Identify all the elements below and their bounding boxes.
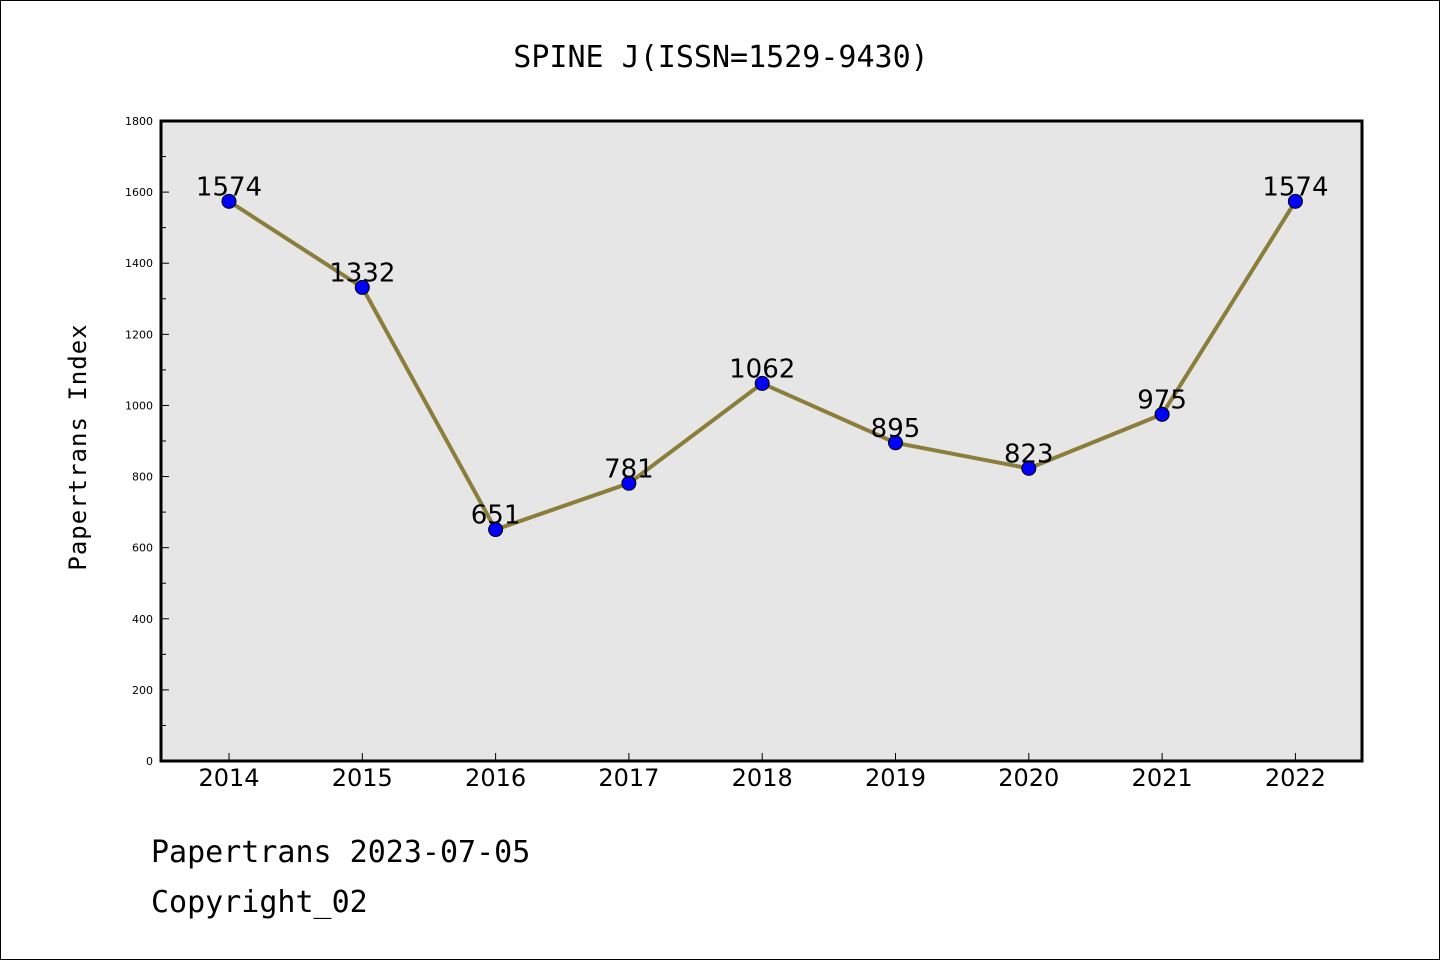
data-label: 651	[471, 501, 521, 531]
data-label: 1062	[729, 354, 795, 384]
y-tick-label: 1200	[125, 328, 153, 341]
x-tick-label: 2016	[465, 764, 526, 792]
data-label: 781	[604, 454, 654, 484]
data-point	[1287, 193, 1303, 209]
data-point	[488, 522, 504, 538]
data-label: 823	[1004, 439, 1054, 469]
x-tick-label: 2022	[1265, 764, 1326, 792]
plot-border	[159, 119, 1364, 763]
y-tick-label: 1600	[125, 186, 153, 199]
data-label: 895	[871, 414, 921, 444]
data-point	[354, 279, 370, 295]
x-tick-label: 2014	[198, 764, 259, 792]
y-tick-label: 1800	[125, 115, 153, 128]
y-axis-label: Papertrans Index	[64, 323, 92, 570]
plot-area	[161, 121, 1362, 761]
x-tick-label: 2017	[598, 764, 659, 792]
data-label: 1574	[196, 172, 262, 202]
series-index: 1574 1332 651 781 1062 895 823 975 1574	[196, 172, 1328, 538]
data-point	[621, 475, 637, 491]
footer-copyright: Copyright_02	[151, 885, 368, 920]
data-point	[221, 193, 237, 209]
data-point	[1021, 460, 1037, 476]
x-tick-label: 2018	[732, 764, 793, 792]
y-tick-label: 600	[132, 542, 153, 555]
y-tick-label: 1400	[125, 257, 153, 270]
chart-title: SPINE J(ISSN=1529-9430)	[513, 40, 928, 75]
data-point	[888, 435, 903, 451]
y-tick-label: 400	[132, 613, 153, 626]
x-tick-label: 2021	[1132, 764, 1193, 792]
footer-date: Papertrans 2023-07-05	[151, 835, 531, 870]
data-label: 975	[1137, 385, 1187, 415]
data-label: 1332	[329, 258, 395, 288]
y-tick-label: 0	[146, 755, 153, 768]
y-tick-label: 1000	[125, 399, 153, 412]
x-tick-label: 2020	[998, 764, 1059, 792]
data-point	[1154, 406, 1170, 422]
y-tick-label: 200	[132, 684, 153, 697]
x-axis: 2014 2015 2016 2017 2018 2019 2020 2021 2022	[198, 753, 1326, 792]
x-tick-label: 2019	[865, 764, 926, 792]
x-tick-label: 2015	[332, 764, 393, 792]
y-tick-label: 800	[132, 471, 153, 484]
data-point	[754, 375, 770, 391]
data-label: 1574	[1262, 172, 1328, 202]
